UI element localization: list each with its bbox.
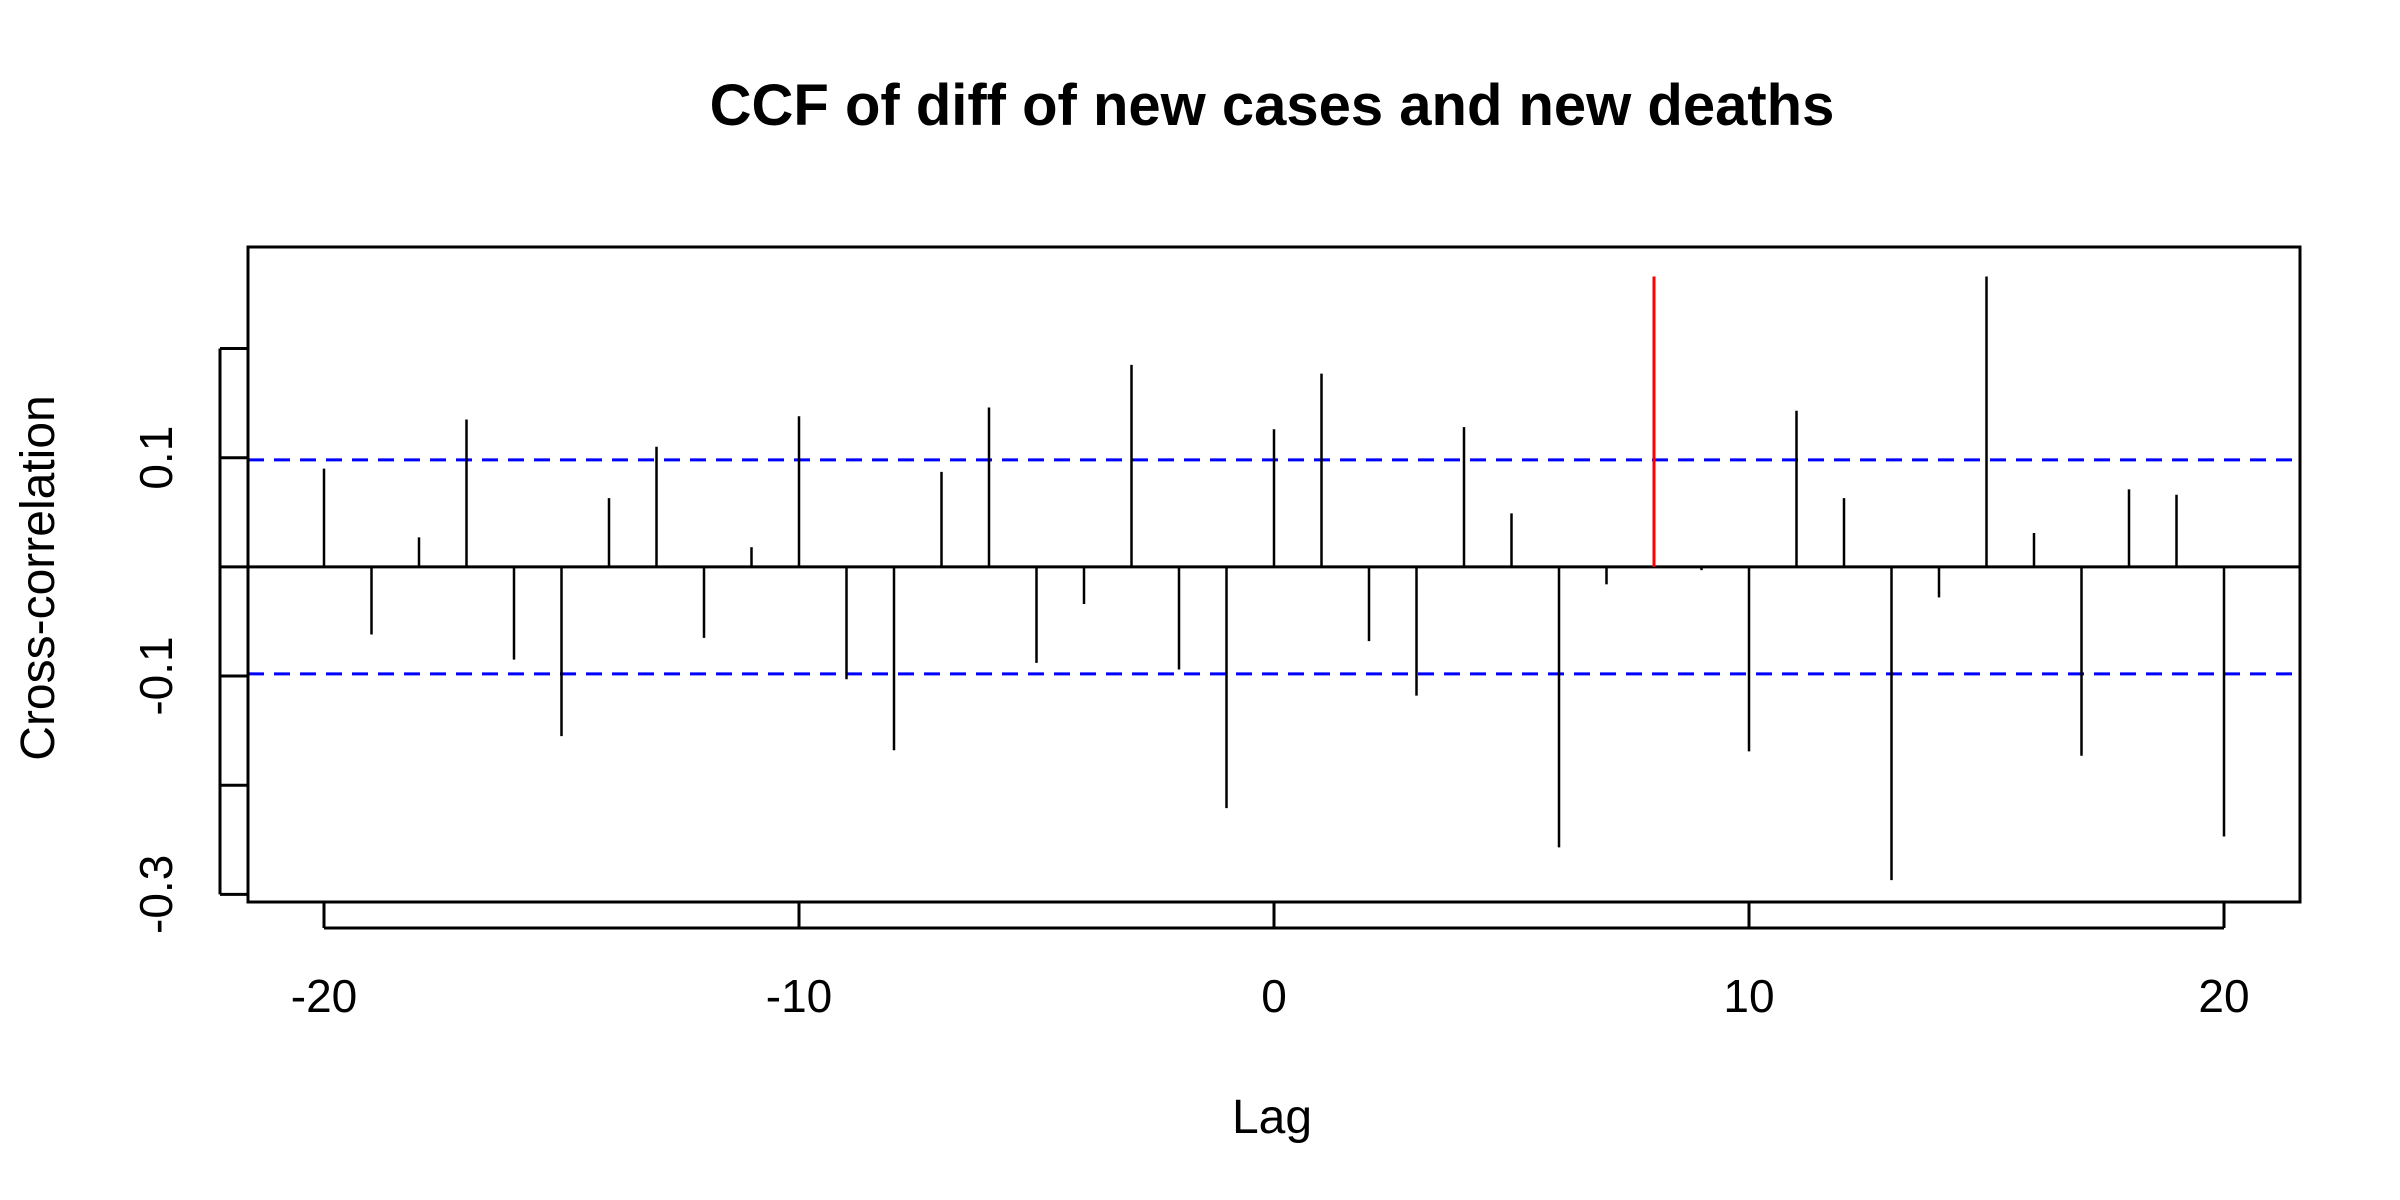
x-tick-label: -20 (291, 970, 357, 1022)
x-tick-label: 20 (2198, 970, 2249, 1022)
plot-frame (246, 245, 2302, 904)
x-axis-label: Lag (1232, 1091, 1312, 1144)
y-tick-label: -0.1 (130, 636, 182, 715)
x-tick-label: 10 (1723, 970, 1774, 1022)
y-tick-label: 0.1 (130, 426, 182, 490)
x-tick-label: 0 (1261, 970, 1287, 1022)
plot-area: -20 -10 0 10 20 -0.3 -0.1 0.1 (130, 245, 2302, 1022)
chart-title: CCF of diff of new cases and new deaths (710, 73, 1835, 138)
x-tick-label: -10 (766, 970, 832, 1022)
y-tick-label: -0.3 (130, 855, 182, 934)
y-axis-label: Cross-correlation (12, 395, 65, 760)
